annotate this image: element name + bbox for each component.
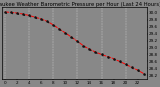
Title: Milwaukee Weather Barometric Pressure per Hour (Last 24 Hours): Milwaukee Weather Barometric Pressure pe… [0, 2, 160, 7]
